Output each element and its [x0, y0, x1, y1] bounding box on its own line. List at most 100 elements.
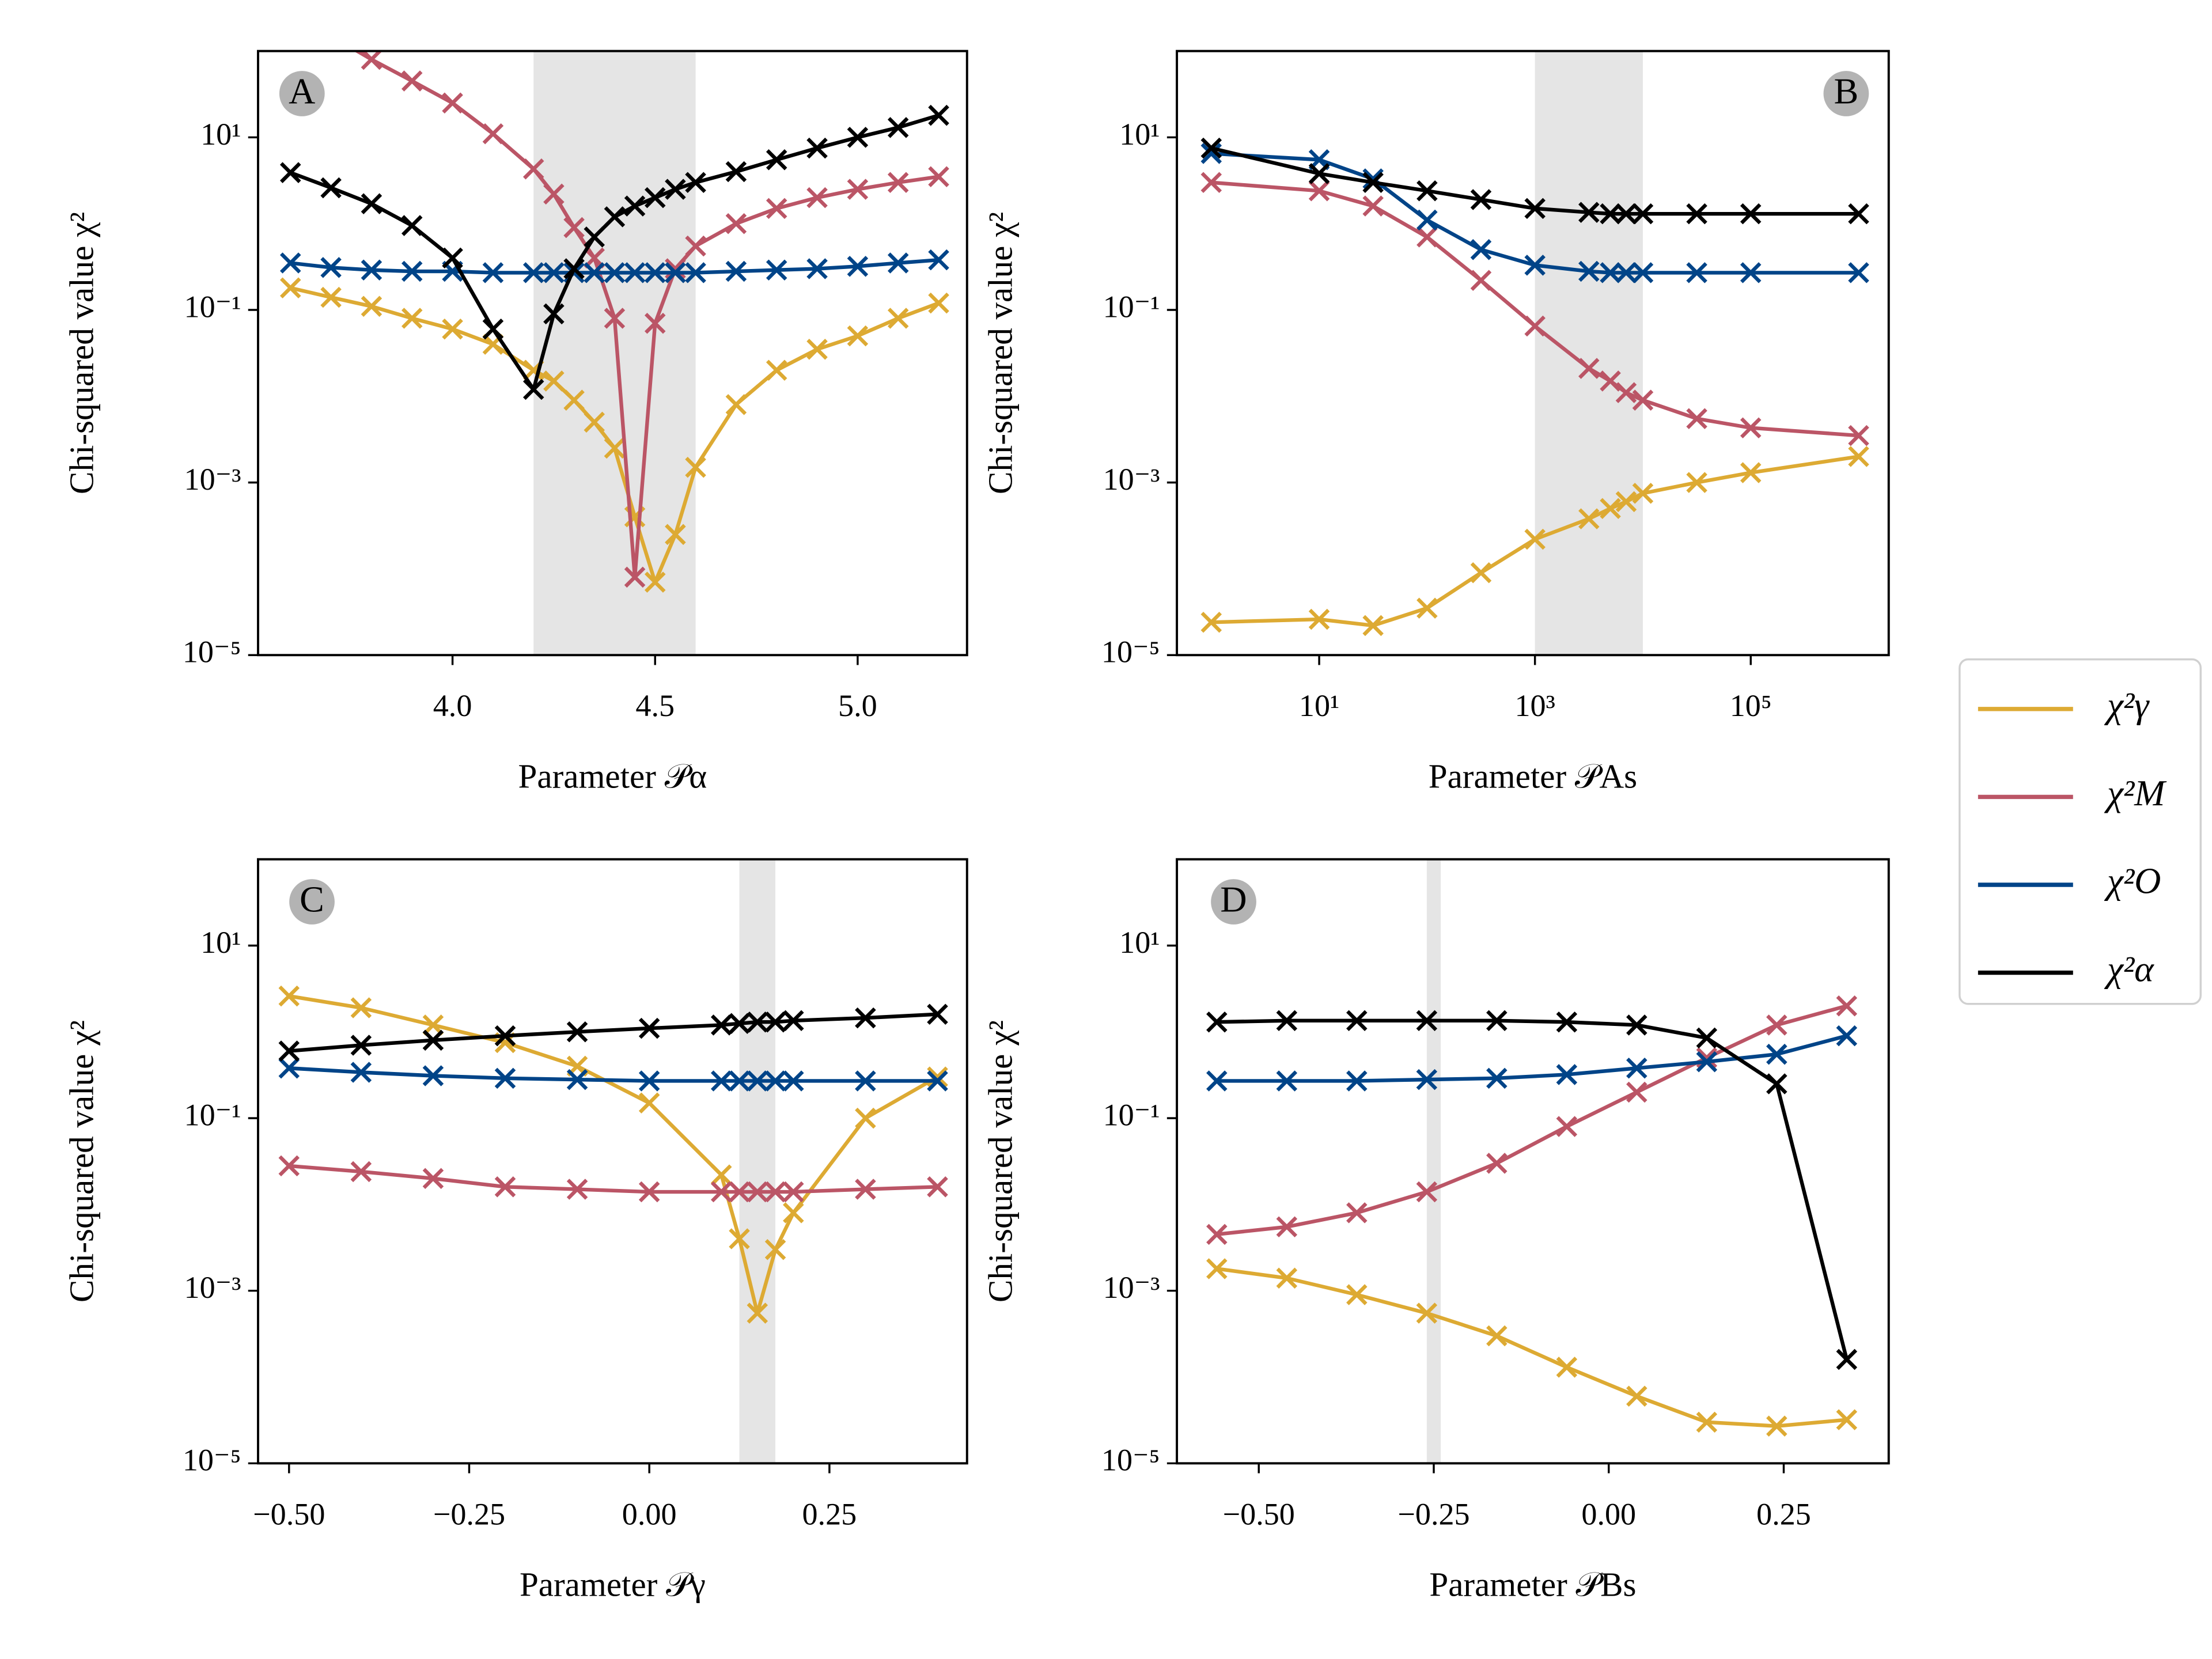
marker	[1200, 172, 1222, 194]
marker	[855, 1107, 876, 1129]
marker	[320, 257, 342, 278]
marker	[1206, 1011, 1228, 1033]
marker	[1486, 1325, 1508, 1347]
marker	[604, 206, 626, 228]
marker	[1486, 1010, 1508, 1032]
marker	[1836, 1025, 1858, 1047]
marker	[522, 378, 544, 400]
marker	[494, 1025, 516, 1047]
marker	[1740, 262, 1762, 283]
marker	[278, 1155, 300, 1177]
x-axis-label: Parameter 𝒫γ	[520, 1565, 706, 1603]
marker	[1206, 1070, 1228, 1092]
marker	[442, 247, 463, 269]
marker	[747, 1070, 768, 1092]
marker	[764, 1070, 786, 1092]
marker	[1470, 562, 1492, 584]
marker	[361, 296, 382, 317]
marker	[1740, 417, 1762, 438]
highlight-band	[739, 859, 776, 1464]
marker	[1626, 1057, 1647, 1079]
marker	[685, 235, 706, 257]
highlight-band	[1426, 859, 1441, 1464]
marker	[401, 215, 423, 236]
marker	[1416, 1010, 1438, 1032]
marker	[710, 1181, 732, 1203]
legend-label: χ²O	[2104, 861, 2161, 902]
y-tick-label: 10⁻¹	[1103, 289, 1160, 324]
marker	[927, 1070, 948, 1092]
y-tick-label: 10⁻³	[184, 462, 241, 497]
marker	[401, 70, 423, 92]
marker	[1740, 462, 1762, 483]
marker	[766, 259, 787, 281]
series-line	[1217, 1034, 1847, 1083]
x-tick-label: 10³	[1514, 688, 1555, 723]
marker	[1362, 172, 1384, 194]
marker	[806, 258, 828, 279]
marker	[442, 318, 463, 340]
marker	[278, 985, 300, 1007]
marker	[1276, 1216, 1298, 1238]
marker	[604, 262, 626, 283]
marker	[278, 1040, 300, 1062]
marker	[1615, 491, 1637, 513]
y-tick-label: 10⁻¹	[184, 289, 241, 324]
marker	[1600, 498, 1621, 519]
marker	[783, 1181, 804, 1203]
marker	[1416, 226, 1438, 248]
x-tick-label: −0.50	[253, 1497, 325, 1531]
marker	[350, 1035, 372, 1056]
y-tick-label: 10⁻⁵	[1101, 1443, 1160, 1478]
marker	[927, 1003, 948, 1025]
marker	[1346, 1202, 1368, 1224]
marker	[624, 195, 646, 217]
marker	[927, 1176, 948, 1198]
legend-label: χ²M	[2104, 772, 2167, 813]
marker	[1556, 1116, 1578, 1137]
marker	[1696, 1411, 1718, 1433]
marker	[361, 259, 382, 281]
marker	[725, 213, 747, 234]
marker	[1632, 262, 1654, 283]
marker	[1470, 239, 1492, 260]
panel-label: D	[1220, 879, 1247, 920]
marker	[644, 187, 666, 209]
x-axis-label: Parameter 𝒫α	[518, 757, 707, 795]
marker	[766, 198, 787, 219]
marker	[1556, 1011, 1578, 1033]
marker	[1578, 202, 1600, 223]
marker	[847, 127, 869, 148]
marker	[729, 1228, 750, 1249]
x-tick-label: 5.0	[838, 688, 877, 723]
marker	[783, 1010, 804, 1032]
marker	[1686, 408, 1707, 429]
marker	[644, 312, 666, 334]
marker	[638, 1092, 660, 1113]
marker	[783, 1202, 804, 1224]
marker	[806, 187, 828, 209]
legend-box	[1959, 658, 2202, 1005]
axes-frame	[1176, 50, 1890, 657]
x-tick-label: 0.00	[1581, 1497, 1636, 1531]
marker	[604, 437, 626, 459]
marker	[1686, 472, 1707, 493]
marker	[665, 179, 686, 200]
marker	[350, 997, 372, 1018]
marker	[482, 123, 504, 145]
marker	[543, 303, 565, 325]
marker	[1626, 1385, 1647, 1407]
x-tick-label: 10⁵	[1730, 688, 1772, 723]
series-line	[289, 1066, 938, 1083]
marker	[729, 1070, 750, 1092]
marker	[747, 1181, 768, 1203]
x-tick-label: −0.25	[1397, 1497, 1469, 1531]
x-tick-label: −0.25	[433, 1497, 505, 1531]
marker	[710, 1070, 732, 1092]
marker	[1470, 270, 1492, 291]
plot-area	[1206, 859, 1858, 1464]
marker	[522, 262, 544, 283]
marker	[1416, 597, 1438, 619]
marker	[584, 226, 605, 248]
